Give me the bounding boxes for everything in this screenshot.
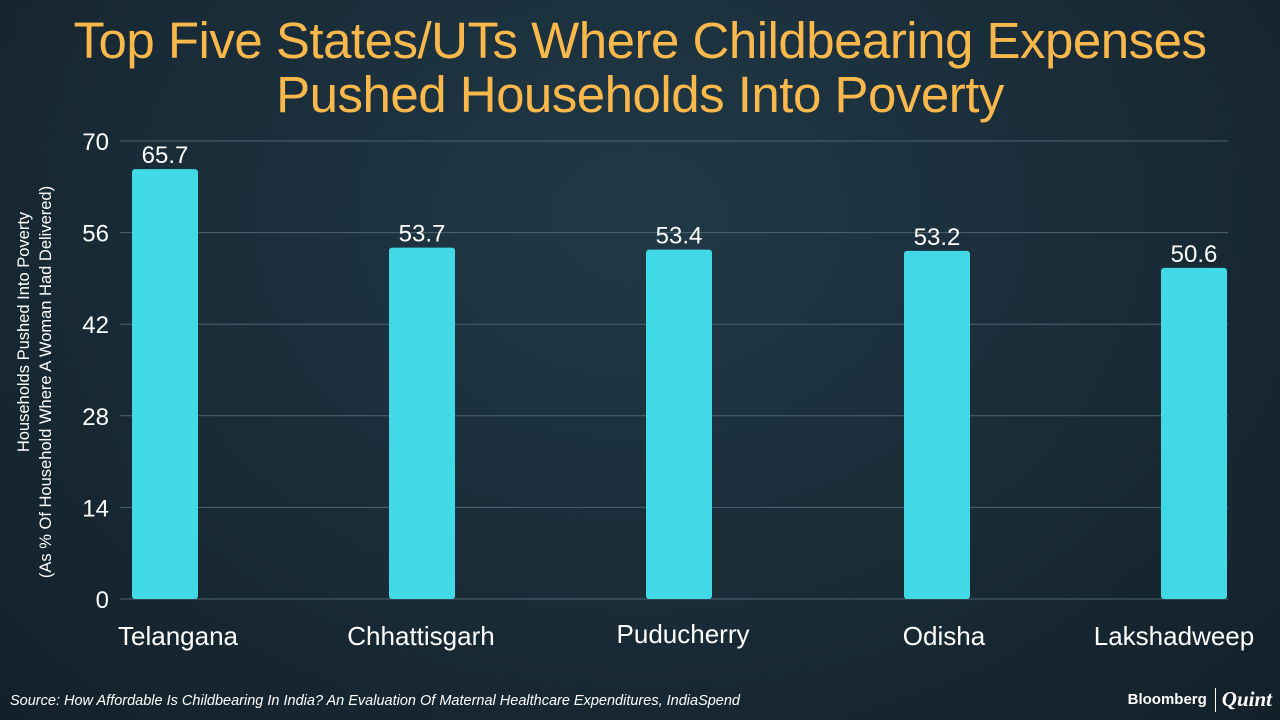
brand-secondary: Quint [1221,687,1272,711]
bar-lakshadweep [1161,267,1227,599]
chart-title-line-1: Top Five States/UTs Where Childbearing E… [73,12,1207,69]
bar-chhattisgarh [389,247,455,600]
x-tick-label-chhattisgarh: Chhattisgarh [347,621,494,651]
x-tick-label-telangana: Telangana [118,621,239,651]
source-note: Source: How Affordable Is Childbearing I… [10,693,740,709]
bar-puducherry [646,249,712,599]
y-tick-label: 0 [96,587,109,614]
labels: 0 14 28 42 56 70 65.7 Telangana 53.7 Chhattisgarh… [82,129,1254,651]
y-tick-label: 70 [82,129,109,156]
data-label-telangana: 65.7 [142,142,189,169]
y-tick-label: 14 [82,495,109,522]
x-tick-label-lakshadweep: Lakshadweep [1094,621,1254,651]
y-tick-label: 56 [82,221,109,248]
y-tick-label: 42 [82,312,109,339]
chart-title-line-2: Pushed Households Into Poverty [276,66,1004,123]
y-axis-label-line-2: (As % Of Household Where A Woman Had Del… [37,186,55,578]
data-label-lakshadweep: 50.6 [1171,241,1218,268]
data-label-chhattisgarh: 53.7 [399,221,446,248]
brand-divider [1214,687,1216,712]
x-tick-label-puducherry: Puducherry [617,619,750,649]
y-axis-label-line-1: Households Pushed Into Poverty [15,211,33,452]
data-label-puducherry: 53.4 [656,223,703,250]
chart-title: Top Five States/UTs Where Childbearing E… [0,14,1280,122]
brand-logo: Bloomberg Quint [1128,687,1272,712]
bar-telangana [132,169,198,600]
data-label-odisha: 53.2 [914,224,961,251]
bar-odisha [904,250,970,600]
bars [132,169,1227,600]
brand-primary: Bloomberg [1127,691,1207,708]
y-tick-label: 28 [82,404,109,431]
x-tick-label-odisha: Odisha [903,621,986,651]
